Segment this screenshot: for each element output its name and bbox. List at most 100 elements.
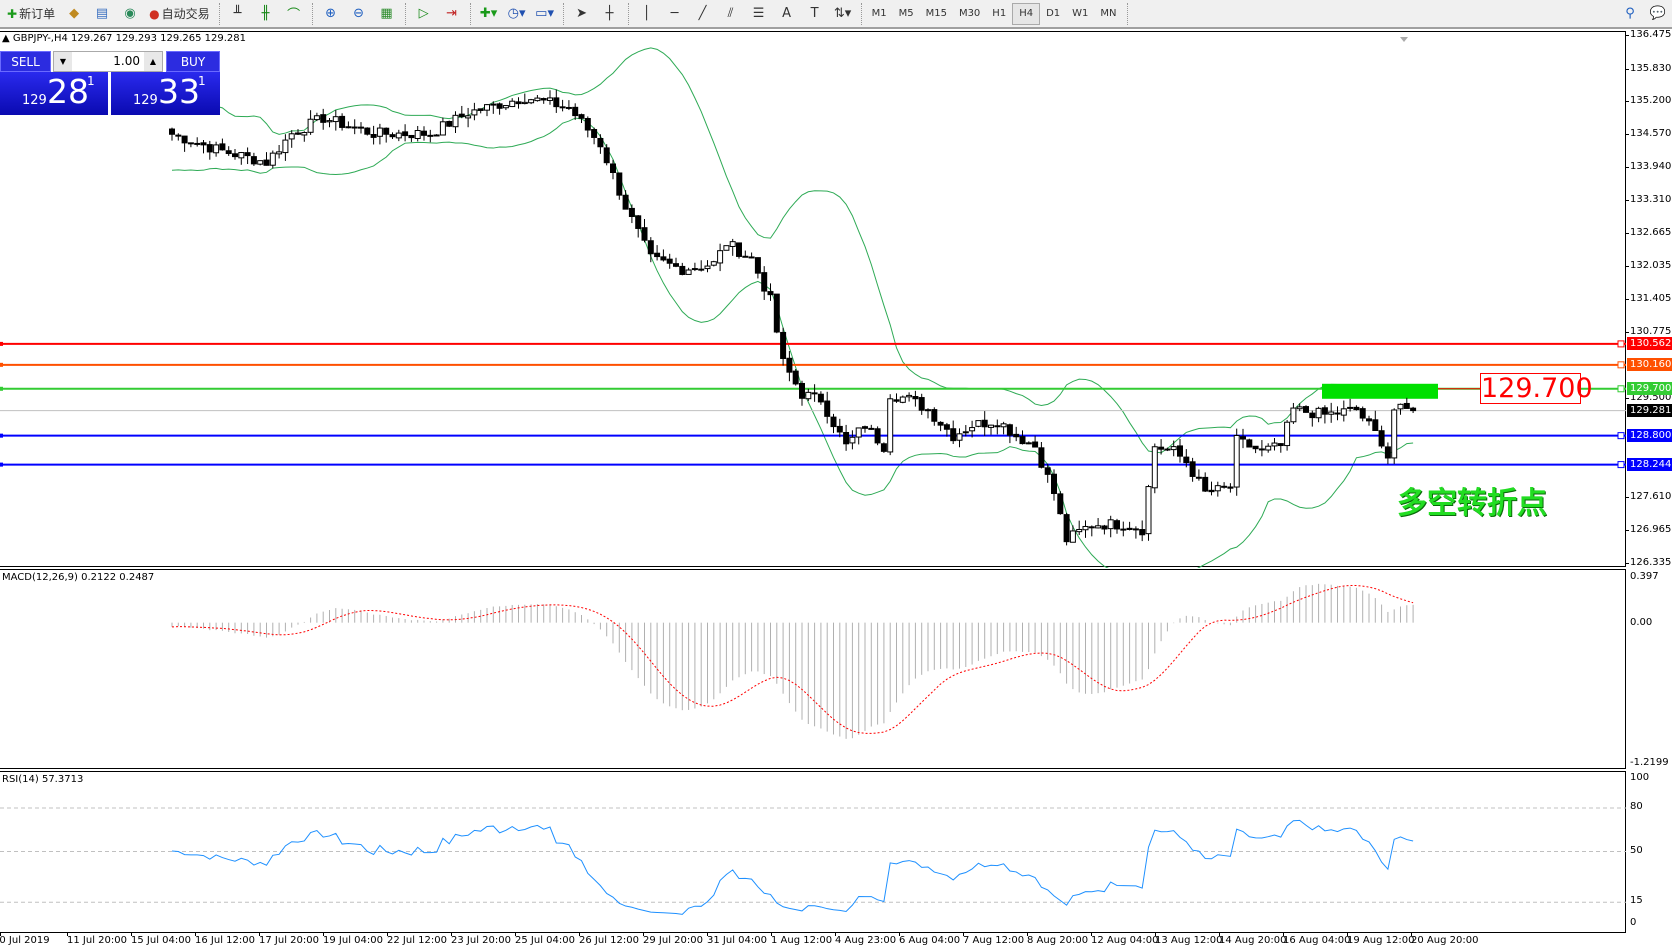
chat-icon[interactable]: 💬 xyxy=(1649,6,1667,21)
timeframe-h1[interactable]: H1 xyxy=(992,8,1007,19)
axis-tick xyxy=(1626,299,1629,300)
auto-scroll-icon[interactable]: ▷ xyxy=(418,6,429,21)
candle-bear xyxy=(843,432,850,445)
candle-bear xyxy=(553,97,560,108)
candle-bear xyxy=(1032,441,1039,448)
time-tick xyxy=(67,933,68,936)
candle-bull xyxy=(326,120,333,123)
annotation-text[interactable]: 多空转折点 xyxy=(1397,486,1547,521)
auto-trading-button[interactable]: ● 自动交易 xyxy=(149,6,210,22)
candle-bear xyxy=(187,142,194,145)
rsi-pane[interactable]: RSI(14) 57.3713 xyxy=(0,771,1626,933)
candle-bear xyxy=(169,128,175,135)
increase-lot-icon[interactable]: ▲ xyxy=(144,52,162,71)
timeframe-m30[interactable]: M30 xyxy=(958,8,981,19)
timeframe-m1[interactable]: M1 xyxy=(871,8,887,19)
candle-bear xyxy=(767,291,774,296)
axis-tick xyxy=(1626,35,1629,36)
annotation-label[interactable]: 129.700 xyxy=(1480,373,1593,404)
price-axis-label: 135.200 xyxy=(1630,95,1672,107)
timeframe-m15[interactable]: M15 xyxy=(925,8,947,19)
lot-value[interactable]: 1.00 xyxy=(113,54,140,68)
time-tick xyxy=(643,933,644,936)
timeframe-h4[interactable]: H4 xyxy=(1012,2,1041,25)
time-tick xyxy=(1347,933,1348,936)
trendline-icon[interactable]: ╱ xyxy=(698,6,707,21)
timeframe-w1[interactable]: W1 xyxy=(1072,8,1089,19)
buy-button[interactable]: BUY xyxy=(166,51,220,72)
candle-bear xyxy=(943,424,950,430)
candle-bull xyxy=(1328,411,1335,415)
price-axis-label: 127.610 xyxy=(1630,490,1672,502)
rsi-axis-label: 0 xyxy=(1630,917,1637,928)
text-icon[interactable]: A xyxy=(782,6,792,21)
candle-bear xyxy=(1177,445,1183,457)
timeframe-d1[interactable]: D1 xyxy=(1046,8,1061,19)
lot-size-input[interactable]: ▼ 1.00 ▲ xyxy=(53,51,163,72)
zoom-in-icon[interactable]: ⊕ xyxy=(325,6,337,21)
tile-windows-icon[interactable]: ▦ xyxy=(380,6,393,21)
candle-bear xyxy=(981,419,988,428)
price-chart-canvas[interactable] xyxy=(0,32,1626,568)
candle-bull xyxy=(717,250,724,264)
data-window-icon[interactable]: ▤ xyxy=(95,6,109,21)
templates-icon[interactable]: ▭▾ xyxy=(535,6,554,21)
equidistant-channel-icon[interactable]: ⫽ xyxy=(727,6,734,21)
candlestick-icon[interactable]: ╫ xyxy=(261,6,270,21)
candle-bear xyxy=(1202,476,1209,492)
new-order-button[interactable]: ✚ 新订单 xyxy=(7,6,56,22)
candle-bear xyxy=(1334,412,1341,415)
axis-tick xyxy=(1626,199,1629,201)
arrows-icon[interactable]: ⇅▾ xyxy=(833,6,852,21)
price-chart-pane[interactable]: ▲ GBPJPY-,H4 129.267 129.293 129.265 129… xyxy=(0,31,1626,568)
candle-bear xyxy=(263,159,270,166)
indicators-icon[interactable]: ✚▾ xyxy=(479,6,498,21)
candle-bull xyxy=(1296,406,1303,410)
price-axis-label: 135.830 xyxy=(1630,62,1672,74)
separator xyxy=(1126,2,1128,25)
candle-bear xyxy=(496,103,503,109)
macd-axis-label: 0.00 xyxy=(1630,616,1653,628)
sell-price[interactable]: 129 28 1 xyxy=(0,72,108,115)
text-label-icon[interactable]: T xyxy=(810,6,819,21)
axis-tick xyxy=(1626,101,1629,103)
time-tick xyxy=(1411,933,1412,936)
rsi-canvas[interactable] xyxy=(0,772,1626,934)
candle-bull xyxy=(427,134,434,137)
axis-tick xyxy=(1626,496,1629,498)
timeframe-m5[interactable]: M5 xyxy=(898,8,914,19)
axis-tick xyxy=(1626,563,1629,564)
bar-chart-icon[interactable]: ╨ xyxy=(233,6,242,21)
crosshair-icon[interactable]: ┼ xyxy=(605,6,614,21)
candle-bear xyxy=(1114,520,1120,530)
candle-bull xyxy=(1265,445,1272,451)
candle-bull xyxy=(559,106,566,109)
price-axis-label: 133.940 xyxy=(1630,161,1672,172)
zoom-out-icon[interactable]: ⊖ xyxy=(353,6,365,21)
price-axis-label: 136.475 xyxy=(1630,29,1672,40)
candle-bull xyxy=(414,130,421,139)
search-icon[interactable]: ⚲ xyxy=(1625,6,1635,21)
buy-price[interactable]: 129 33 1 xyxy=(111,72,220,115)
macd-canvas[interactable] xyxy=(0,570,1626,770)
candle-bull xyxy=(332,116,339,123)
vertical-line-icon[interactable]: │ xyxy=(642,6,651,21)
decrease-lot-icon[interactable]: ▼ xyxy=(54,52,72,71)
navigator-icon[interactable]: ◉ xyxy=(124,6,136,21)
chart-shift-icon[interactable]: ⇥ xyxy=(446,6,458,21)
macd-pane[interactable]: MACD(12,26,9) 0.2122 0.2487 xyxy=(0,569,1626,769)
time-axis-label: 19 Aug 12:00 xyxy=(1347,935,1415,946)
periods-icon[interactable]: ◷▾ xyxy=(507,6,526,21)
market-watch-icon[interactable]: ◆ xyxy=(69,6,80,21)
candle-bear xyxy=(647,240,654,255)
candle-bear xyxy=(1221,485,1228,488)
fibonacci-icon[interactable]: ☰ xyxy=(752,6,765,21)
cursor-icon[interactable]: ➤ xyxy=(576,6,588,21)
sell-button[interactable]: SELL xyxy=(0,51,51,72)
horizontal-line-icon[interactable]: ─ xyxy=(670,6,679,21)
candle-bear xyxy=(918,397,925,411)
candle-bear xyxy=(1126,527,1133,530)
line-chart-icon[interactable]: ⌒ xyxy=(287,8,301,23)
timeframe-mn[interactable]: MN xyxy=(1100,8,1117,19)
axis-tick xyxy=(1626,233,1629,235)
